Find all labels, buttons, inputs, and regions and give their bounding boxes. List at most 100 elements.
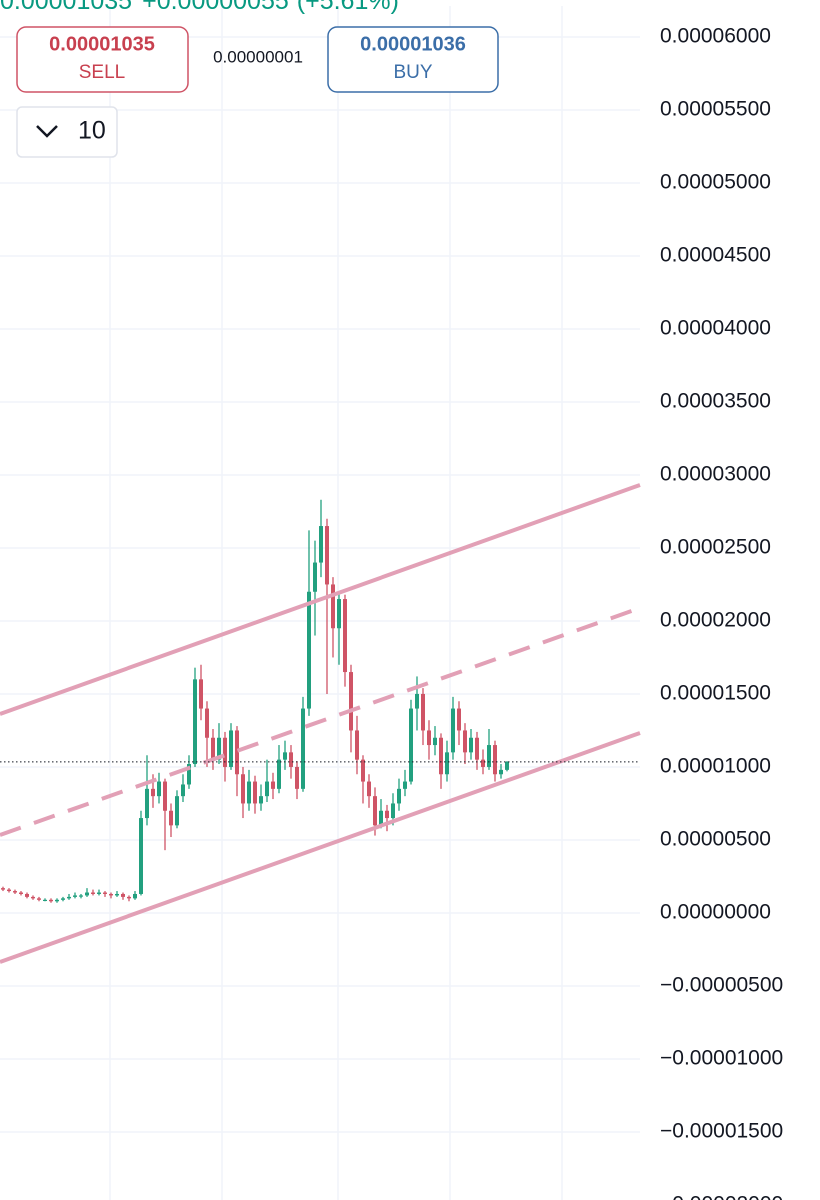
candle-body <box>103 892 107 894</box>
header-price: 0.00001035 +0.00000055 (+5.61%) <box>0 0 399 15</box>
candle-body <box>61 898 65 900</box>
candle-body <box>451 708 455 753</box>
dropdown-box[interactable] <box>16 106 118 158</box>
candle-body <box>13 891 17 893</box>
quantity-value: 10 <box>78 117 106 145</box>
y-tick-label: 0.00003000 <box>660 462 771 485</box>
y-tick-label: 0.00002000 <box>660 608 771 631</box>
candle-body <box>43 899 47 902</box>
candle-body <box>79 895 83 897</box>
candle-body <box>277 759 281 789</box>
candle-body <box>199 679 203 709</box>
candle-body <box>127 896 131 899</box>
sell-price: 0.00001035 <box>49 33 155 55</box>
candle-body <box>499 769 503 775</box>
candle-body <box>31 896 35 899</box>
y-tick-label: 0.00005000 <box>660 170 771 193</box>
candle-body <box>505 761 509 770</box>
y-tick-label: 0.00001500 <box>660 681 771 704</box>
candle-body <box>313 562 317 592</box>
y-tick-label: −0.00001500 <box>660 1120 783 1143</box>
channel <box>0 483 641 964</box>
buy-label: BUY <box>393 62 432 83</box>
candle-body <box>373 796 377 826</box>
candle-body <box>121 893 125 897</box>
buy-box[interactable] <box>327 26 499 93</box>
vertical-grid <box>109 0 563 1200</box>
candle-body <box>169 810 173 826</box>
candle-body <box>331 584 335 629</box>
spread: 0.00000001 <box>213 47 303 66</box>
candle-body <box>19 892 23 894</box>
candle-body <box>463 730 467 753</box>
candle-body <box>433 737 437 746</box>
candle-body <box>271 781 275 789</box>
candle-body <box>1 888 5 890</box>
candle-body <box>175 796 179 826</box>
candle-body <box>403 781 407 789</box>
candle-body <box>109 893 113 896</box>
candle-body <box>283 752 287 760</box>
candle-body <box>379 810 383 826</box>
y-tick-label: −0.00000500 <box>660 974 783 997</box>
y-tick-label: 0.00002500 <box>660 535 771 558</box>
candle-body <box>97 892 101 894</box>
y-tick-label: 0.00000000 <box>660 901 771 924</box>
candle-body <box>163 781 167 811</box>
candle-body <box>115 893 119 896</box>
candle-body <box>193 679 197 765</box>
candle-body <box>445 752 449 775</box>
buy-price: 0.00001036 <box>360 33 466 55</box>
candle-body <box>289 752 293 767</box>
y-axis: 0.00006000 0.00005500 0.00005000 0.00004500… <box>660 24 783 1200</box>
sell-box[interactable] <box>16 26 189 93</box>
candles <box>1 499 509 903</box>
candle-body <box>241 774 245 804</box>
candle-body <box>151 788 155 797</box>
candle-body <box>223 737 227 767</box>
candle-body <box>145 788 149 819</box>
candle-body <box>355 730 359 760</box>
candle-body <box>391 803 395 819</box>
candle-body <box>247 781 251 804</box>
y-tick-label: 0.00000500 <box>660 828 771 851</box>
candle-body <box>337 599 341 629</box>
candle-body <box>397 788 401 804</box>
quantity-dropdown[interactable]: 10 <box>16 106 118 158</box>
y-tick-label: −0.00002000 <box>660 1193 783 1200</box>
candle-body <box>469 737 473 753</box>
candle-body <box>427 730 431 746</box>
candle-body <box>229 730 233 767</box>
sell-label: SELL <box>79 62 125 83</box>
candle-body <box>259 796 263 804</box>
candle-body <box>205 708 209 738</box>
candle-body <box>361 759 365 782</box>
candle-body <box>211 737 215 760</box>
candle-body <box>415 693 419 709</box>
y-tick-label: 0.00001000 <box>660 755 771 778</box>
y-tick-label: −0.00001000 <box>660 1047 783 1070</box>
y-tick-label: 0.00005500 <box>660 97 771 120</box>
sell-button[interactable]: 0.00001035 SELL <box>16 26 189 93</box>
horizontal-grid <box>0 36 640 1133</box>
y-tick-label: 0.00006000 <box>660 24 771 47</box>
buy-button[interactable]: 0.00001036 BUY <box>327 26 499 93</box>
candle-body <box>295 766 299 789</box>
candle-body <box>253 781 257 804</box>
candle-body <box>7 889 11 892</box>
candle-body <box>475 737 479 760</box>
y-tick-label: 0.00004500 <box>660 243 771 266</box>
candle-body <box>73 895 77 897</box>
candle-body <box>301 708 305 789</box>
candle-body <box>139 818 143 894</box>
candle-body <box>217 737 221 760</box>
candle-body <box>481 759 485 767</box>
candle-body <box>439 737 443 775</box>
y-tick-label: 0.00003500 <box>660 389 771 412</box>
candle-body <box>157 781 161 797</box>
candle-body <box>457 708 461 731</box>
candle-body <box>187 764 191 785</box>
candle-body <box>319 526 323 563</box>
channel-lower <box>0 731 641 964</box>
